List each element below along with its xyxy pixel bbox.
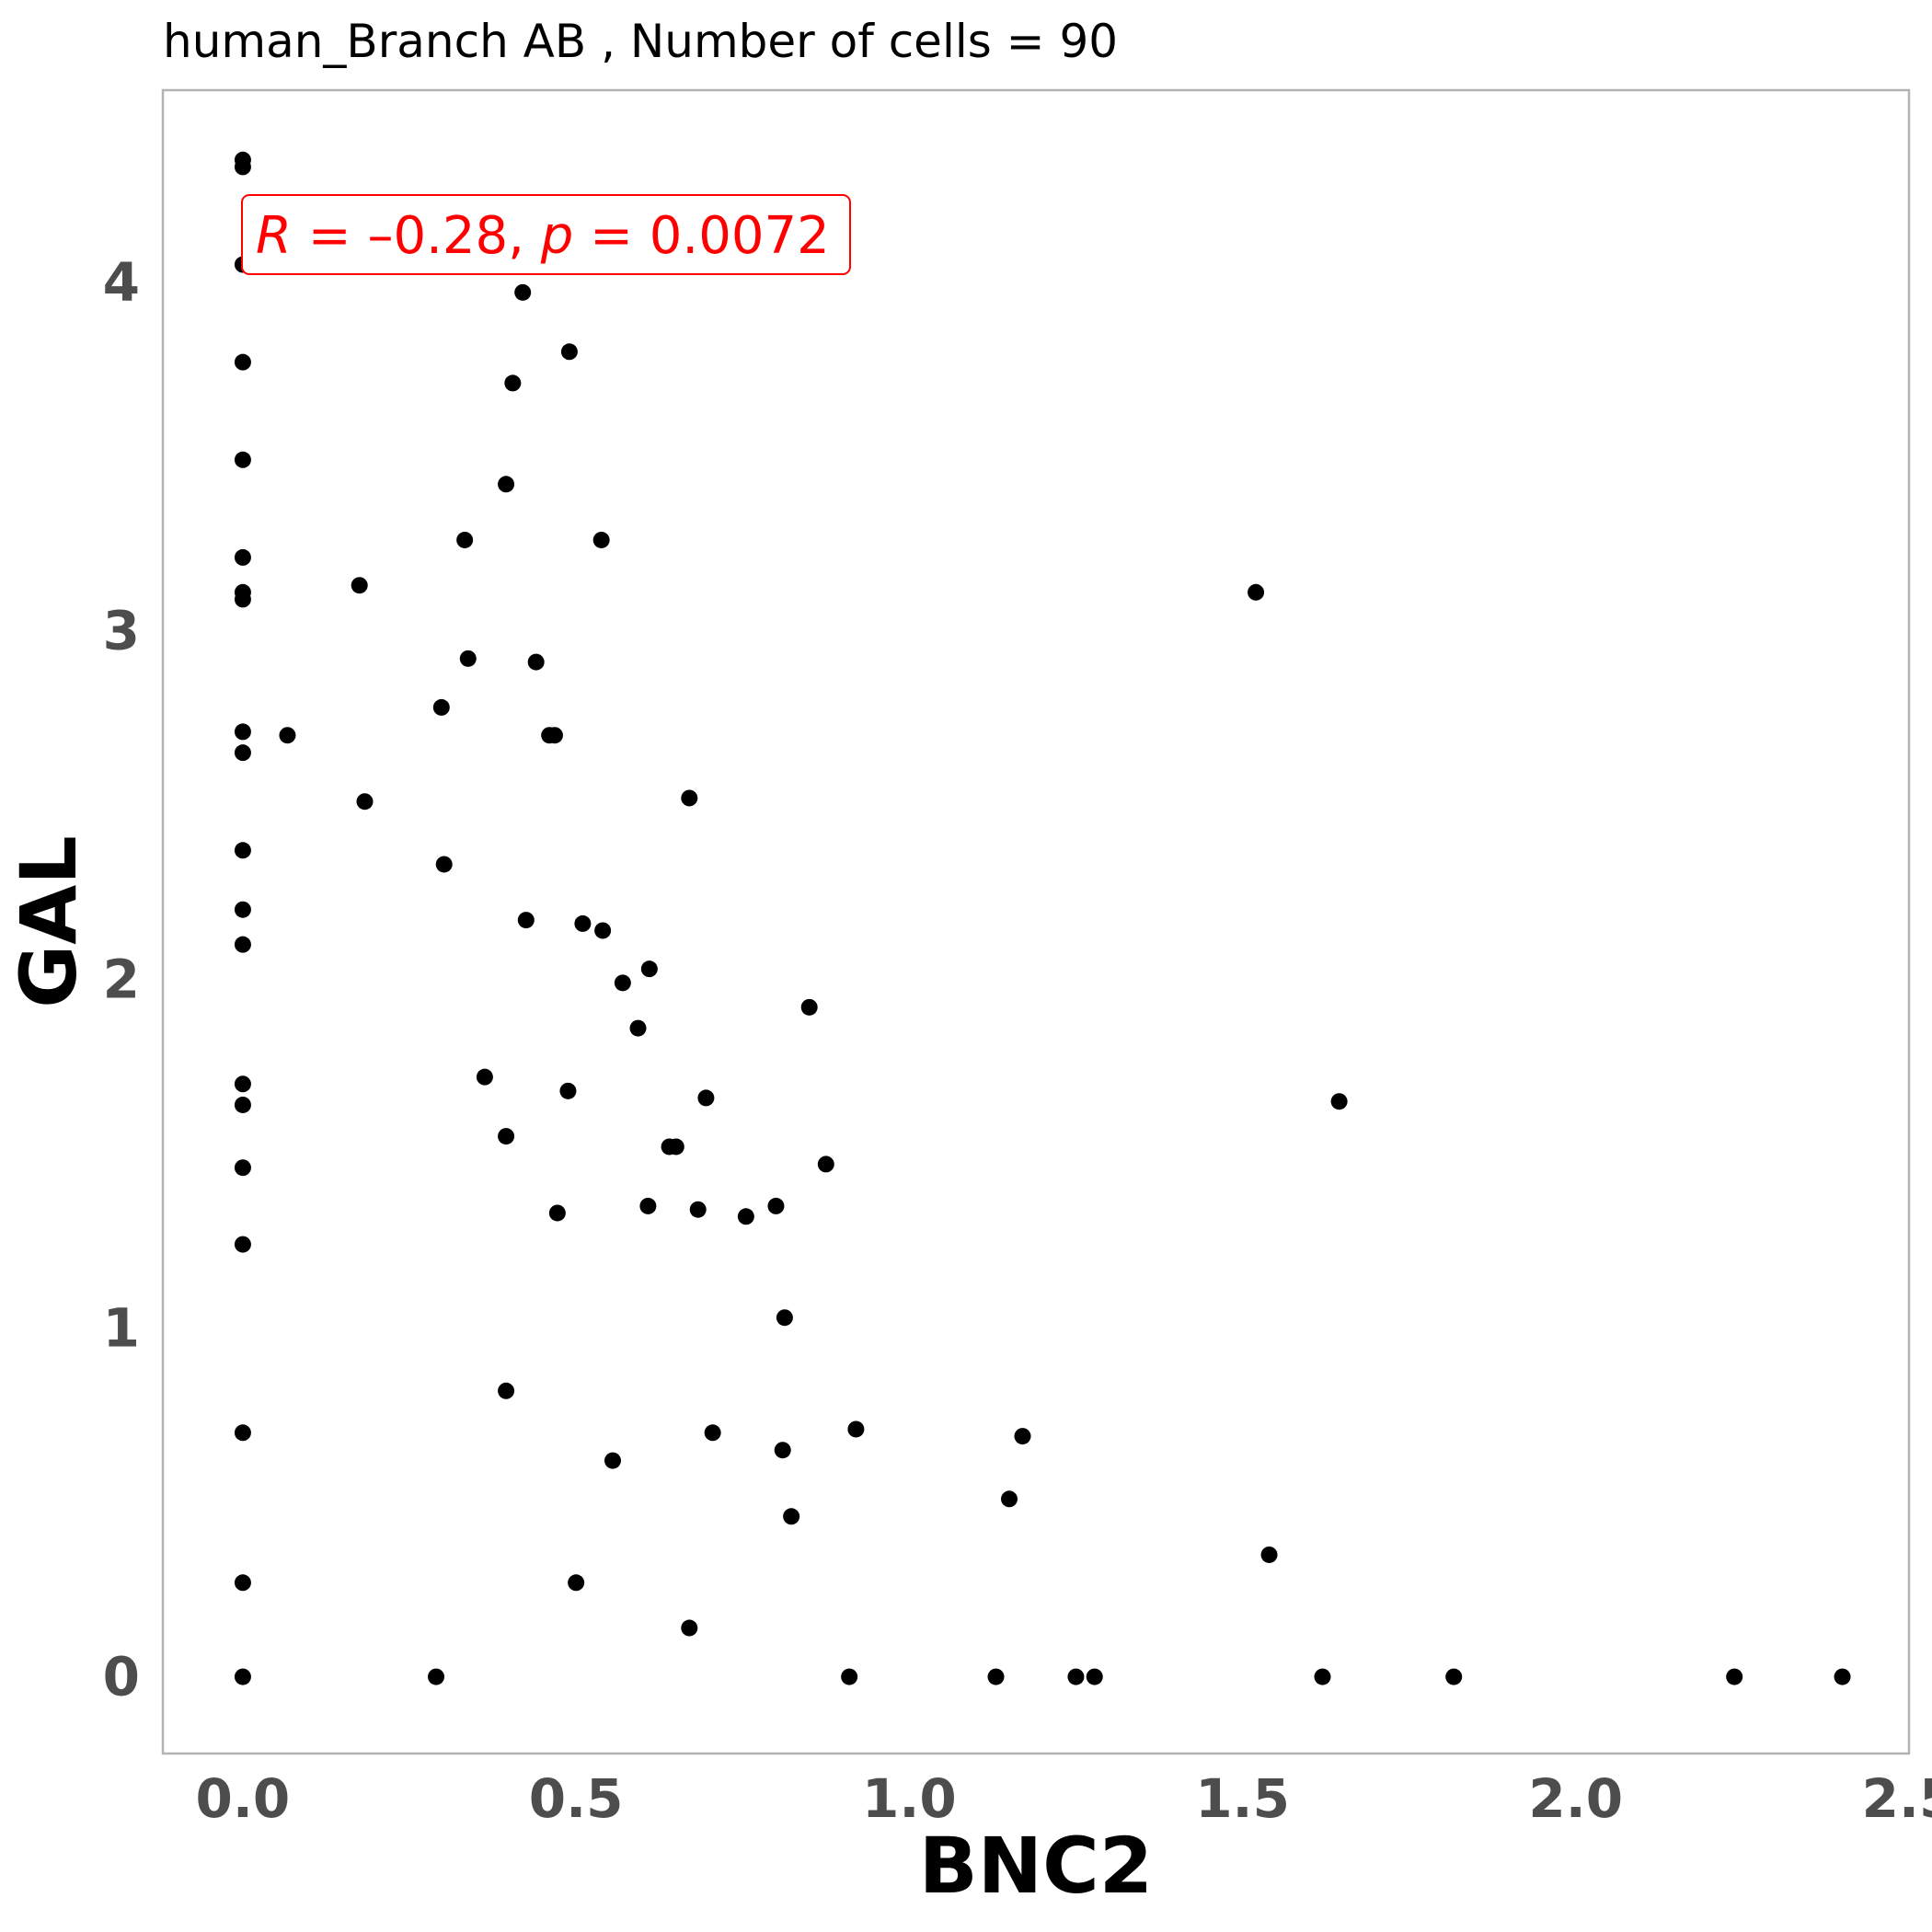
correlation-annotation: R = –0.28, p = 0.0072 bbox=[241, 194, 851, 275]
data-point bbox=[559, 1082, 577, 1099]
y-axis-label: GAL bbox=[4, 835, 94, 1007]
data-point bbox=[817, 1156, 834, 1173]
data-point bbox=[704, 1424, 721, 1442]
data-point bbox=[594, 922, 612, 939]
x-tick-label: 1.5 bbox=[1195, 1767, 1290, 1830]
y-tick-label: 3 bbox=[103, 600, 140, 662]
data-point bbox=[841, 1668, 858, 1685]
data-point bbox=[1001, 1490, 1018, 1508]
data-point bbox=[1014, 1428, 1031, 1445]
data-point bbox=[1834, 1668, 1851, 1685]
data-point bbox=[987, 1668, 1005, 1685]
data-point bbox=[640, 960, 658, 978]
data-point bbox=[1260, 1546, 1278, 1563]
data-point bbox=[774, 1442, 791, 1459]
data-point bbox=[234, 1424, 251, 1442]
data-point bbox=[356, 793, 374, 811]
data-point bbox=[234, 451, 251, 468]
data-point bbox=[574, 914, 592, 932]
data-point bbox=[1726, 1668, 1743, 1685]
data-point bbox=[498, 1128, 515, 1145]
x-axis-label: BNC2 bbox=[919, 1821, 1153, 1911]
annotation-text: R = –0.28, p = 0.0072 bbox=[256, 206, 830, 266]
x-tick-label: 0.5 bbox=[529, 1767, 624, 1830]
data-point bbox=[546, 727, 563, 744]
data-point bbox=[428, 1668, 445, 1685]
data-point bbox=[456, 531, 474, 548]
data-point bbox=[498, 476, 515, 493]
data-point bbox=[681, 1619, 698, 1637]
data-point bbox=[776, 1309, 793, 1327]
y-tick-label: 4 bbox=[103, 250, 140, 313]
plot-panel bbox=[161, 88, 1911, 1755]
data-point bbox=[234, 158, 251, 176]
data-point bbox=[1248, 583, 1265, 601]
data-point bbox=[614, 974, 631, 992]
data-point bbox=[767, 1197, 785, 1214]
x-tick-label: 1.0 bbox=[862, 1767, 957, 1830]
data-point bbox=[234, 1574, 251, 1592]
data-point bbox=[517, 912, 535, 929]
data-point bbox=[560, 343, 578, 361]
data-point bbox=[783, 1508, 800, 1525]
data-point bbox=[1330, 1093, 1348, 1110]
y-axis-ticks: 0 1 2 3 4 bbox=[103, 250, 140, 1708]
y-tick-label: 1 bbox=[103, 1297, 140, 1360]
data-point bbox=[234, 1668, 251, 1685]
data-point bbox=[514, 283, 532, 301]
data-point bbox=[234, 548, 251, 566]
annotation-r-symbol: R bbox=[256, 206, 292, 266]
data-point bbox=[527, 653, 545, 671]
data-point bbox=[667, 1138, 684, 1156]
data-point bbox=[234, 353, 251, 371]
data-point bbox=[604, 1452, 621, 1469]
x-axis-ticks: 0.0 0.5 1.0 1.5 2.0 2.5 bbox=[196, 1767, 1932, 1830]
data-point bbox=[737, 1208, 754, 1225]
data-point bbox=[234, 723, 251, 741]
data-point bbox=[1445, 1668, 1463, 1685]
data-point bbox=[629, 1019, 647, 1037]
annotation-r-value: = –0.28, bbox=[292, 206, 541, 266]
data-point bbox=[800, 998, 818, 1016]
y-tick-label: 2 bbox=[103, 949, 140, 1011]
data-point bbox=[459, 650, 477, 667]
annotation-p-symbol: p bbox=[540, 206, 574, 266]
data-point bbox=[1314, 1668, 1331, 1685]
chart-title: human_Branch AB , Number of cells = 90 bbox=[163, 15, 1118, 68]
x-tick-label: 2.5 bbox=[1862, 1767, 1932, 1830]
data-point bbox=[351, 577, 368, 594]
data-point bbox=[592, 531, 610, 548]
data-point bbox=[432, 698, 450, 716]
data-point bbox=[234, 744, 251, 762]
data-point bbox=[498, 1382, 515, 1399]
annotation-p-value: = 0.0072 bbox=[573, 206, 829, 266]
data-point bbox=[234, 1075, 251, 1093]
y-tick-label: 0 bbox=[103, 1646, 140, 1708]
data-point bbox=[504, 374, 522, 392]
data-point bbox=[1086, 1668, 1103, 1685]
data-point bbox=[1067, 1668, 1085, 1685]
x-tick-label: 0.0 bbox=[196, 1767, 291, 1830]
data-point bbox=[234, 901, 251, 918]
data-point bbox=[476, 1068, 493, 1086]
annotation-box bbox=[241, 194, 851, 275]
data-point bbox=[847, 1420, 865, 1438]
data-point bbox=[234, 842, 251, 859]
x-tick-label: 2.0 bbox=[1528, 1767, 1623, 1830]
data-point bbox=[234, 1159, 251, 1177]
data-point bbox=[435, 856, 453, 873]
data-point bbox=[639, 1197, 657, 1214]
data-point bbox=[548, 1204, 566, 1222]
data-point bbox=[234, 936, 251, 953]
data-point bbox=[568, 1574, 585, 1592]
data-point bbox=[681, 789, 698, 807]
data-point bbox=[689, 1201, 707, 1218]
data-point bbox=[697, 1089, 715, 1107]
data-point bbox=[234, 1096, 251, 1113]
data-point bbox=[234, 1236, 251, 1253]
data-point bbox=[279, 727, 296, 744]
data-point bbox=[234, 591, 251, 608]
